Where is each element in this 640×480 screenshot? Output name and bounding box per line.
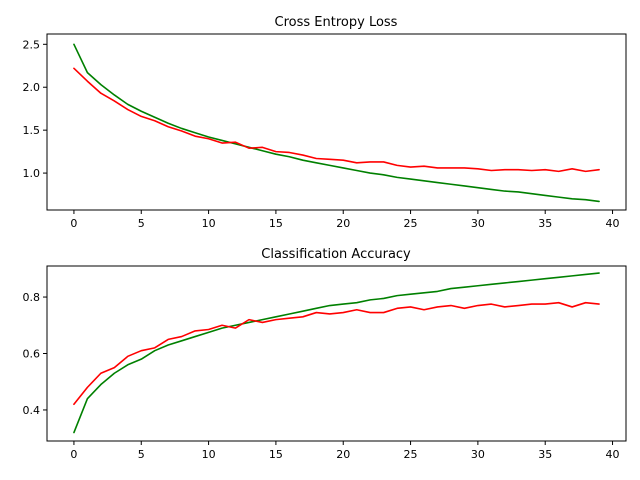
loss-y-tick-label: 1.5 <box>23 124 41 137</box>
loss-x-tick-label: 25 <box>404 217 418 230</box>
loss-x-tick-label: 35 <box>538 217 552 230</box>
loss-x-tick-label: 15 <box>269 217 283 230</box>
accuracy-y-tick-label: 0.6 <box>23 348 41 361</box>
accuracy-x-axis: 0 5 10 15 20 25 30 35 40 <box>70 441 620 461</box>
loss-x-tick-label: 40 <box>606 217 620 230</box>
loss-chart: Cross Entropy Loss 0 5 10 15 20 25 30 35 40 1.01… <box>23 15 627 230</box>
loss-series-0-line <box>73 43 600 203</box>
accuracy-x-tick-label: 20 <box>336 448 350 461</box>
accuracy-x-tick-label: 30 <box>471 448 485 461</box>
loss-series-layer <box>73 43 600 203</box>
accuracy-x-tick-label: 40 <box>606 448 620 461</box>
accuracy-chart: Classification Accuracy 0 5 10 15 20 25 30 35 40… <box>23 247 627 461</box>
accuracy-x-tick-label: 10 <box>202 448 216 461</box>
accuracy-y-axis: 0.4 0.6 0.8 <box>23 291 47 417</box>
accuracy-series-layer <box>73 272 600 434</box>
loss-x-tick-label: 10 <box>202 217 216 230</box>
accuracy-x-tick-label: 0 <box>70 448 77 461</box>
accuracy-x-tick-label: 35 <box>538 448 552 461</box>
accuracy-series-0-line <box>73 272 600 434</box>
loss-y-tick-label: 2.0 <box>23 81 41 94</box>
accuracy-y-tick-label: 0.4 <box>23 404 41 417</box>
loss-y-tick-label: 1.0 <box>23 167 41 180</box>
accuracy-x-tick-label: 5 <box>138 448 145 461</box>
loss-x-tick-label: 5 <box>138 217 145 230</box>
loss-x-tick-label: 30 <box>471 217 485 230</box>
loss-series-1-line <box>73 67 600 173</box>
accuracy-y-tick-label: 0.8 <box>23 291 41 304</box>
loss-x-tick-label: 20 <box>336 217 350 230</box>
accuracy-x-tick-label: 15 <box>269 448 283 461</box>
accuracy-x-tick-label: 25 <box>404 448 418 461</box>
loss-x-axis: 0 5 10 15 20 25 30 35 40 <box>70 210 620 230</box>
accuracy-series-1-line <box>73 301 600 406</box>
loss-x-tick-label: 0 <box>70 217 77 230</box>
loss-y-axis: 1.0 1.5 2.0 2.5 <box>23 38 47 180</box>
loss-plot-frame <box>46 33 627 211</box>
loss-chart-title: Cross Entropy Loss <box>275 15 398 30</box>
accuracy-chart-title: Classification Accuracy <box>261 247 411 262</box>
loss-y-tick-label: 2.5 <box>23 38 41 51</box>
